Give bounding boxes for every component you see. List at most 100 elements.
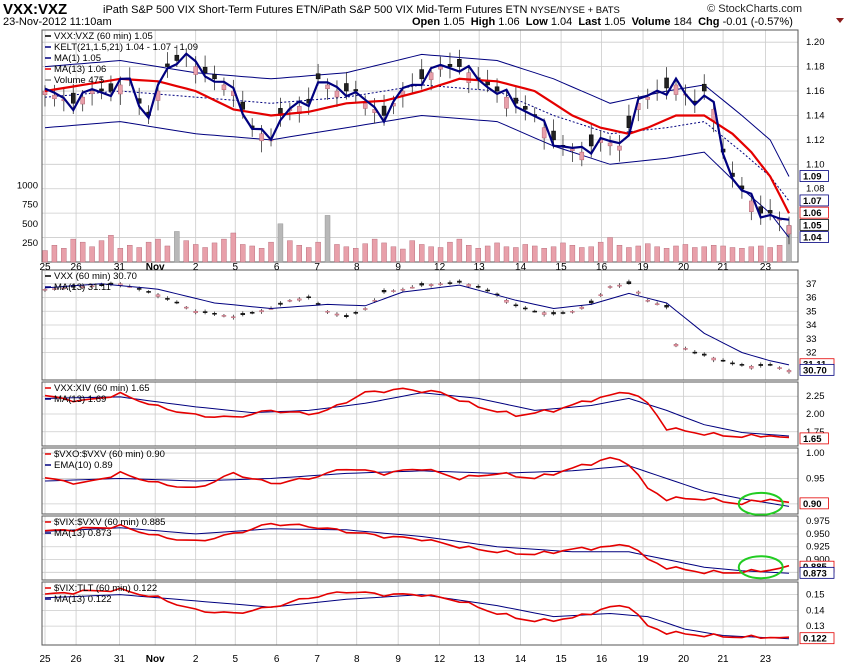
candle-up [325, 84, 330, 90]
volume-bar [296, 244, 302, 263]
panel-frame: 1.75 2.00 2.25 [41, 381, 825, 447]
candle-down [249, 312, 255, 314]
candle-down [692, 351, 698, 354]
open-value: 1.05 [443, 16, 465, 28]
candle-up [786, 225, 792, 235]
candle-up [221, 315, 227, 317]
volume-bar [710, 244, 717, 263]
volume-bar [390, 246, 397, 263]
volume-value: 184 [673, 16, 692, 28]
y-tick-label: 1.75 [806, 427, 825, 438]
x-tick-label-upper: 19 [637, 262, 649, 273]
value-tag-box [799, 206, 829, 219]
keltner-middle-line [44, 84, 790, 202]
volume-bar [353, 248, 359, 263]
candle-down [588, 134, 594, 147]
ma1-line [44, 52, 790, 221]
value-tag: 1.07 [803, 196, 822, 207]
candle-down [457, 280, 462, 283]
y-tick-label: 0.14 [806, 605, 825, 616]
candle-up [683, 348, 688, 350]
candle-down [447, 282, 453, 284]
ratio-line [44, 587, 790, 640]
legend-entry: MA(13) 0.873 [54, 528, 112, 539]
volume-bar [532, 245, 538, 263]
volume-bar [287, 240, 293, 263]
volume-bar [371, 238, 378, 263]
legend-entry: MA(13) 1.69 [54, 394, 106, 405]
x-tick-label-upper: 26 [71, 262, 83, 273]
candle-up [749, 200, 754, 213]
dropdown-triangle-icon[interactable] [836, 18, 844, 23]
candle-up [711, 357, 716, 361]
candle-down [730, 362, 735, 365]
x-tick-label: 5 [232, 654, 238, 665]
open-label: Open [412, 16, 441, 28]
candle-down [212, 74, 217, 80]
candle-up [541, 312, 547, 315]
y-tick-label: 0.950 [806, 529, 830, 540]
volume-bar [409, 240, 415, 263]
candle-down [202, 66, 208, 73]
candle-down [485, 81, 490, 86]
candle-down [513, 304, 519, 307]
y-tick-label: 37 [806, 279, 817, 290]
candle-up [579, 306, 585, 309]
y-tick-label: 2.25 [806, 391, 825, 402]
candle-down [353, 89, 359, 92]
ratio-line [44, 456, 790, 506]
candle-down [146, 291, 151, 293]
volume-bar [249, 245, 255, 263]
x-tick-label-upper: 31 [114, 262, 126, 273]
volume-bar [89, 246, 95, 263]
volume-bar [503, 246, 510, 263]
right-value-labels: 0.8850.873 [799, 560, 835, 579]
candle-down [767, 210, 773, 214]
volume-bar [61, 248, 67, 263]
volume-bar [70, 238, 76, 263]
candle-down [457, 59, 462, 67]
candle-down [353, 312, 359, 314]
x-tick-label: 31 [114, 654, 126, 665]
volume-bar [240, 244, 246, 263]
legend-entry: MA(13) 31.11 [54, 282, 111, 293]
volume-bar [174, 231, 180, 263]
x-tick-label: 25 [39, 654, 51, 665]
volume-bar [475, 248, 481, 263]
candle-down [447, 64, 453, 67]
candle-down [551, 130, 556, 141]
x-tick-label-upper: 16 [596, 262, 608, 273]
x-tick-label-upper: 8 [354, 262, 360, 273]
volume-bar [635, 245, 642, 263]
candle-down [758, 364, 763, 366]
volume-bar [258, 248, 265, 263]
y-tick-label: 1.12 [806, 135, 825, 146]
x-tick-label-upper: 15 [556, 262, 568, 273]
legend-entry: KELT(21,1.5,21) 1.04 - 1.07 - 1.09 [54, 42, 198, 53]
candle-down [523, 106, 528, 110]
value-tag-box [799, 566, 835, 579]
candle-down [381, 105, 387, 116]
right-value-labels: 0.90 [799, 497, 829, 510]
chg-label: Chg [698, 16, 720, 28]
x-tick-label-upper: 13 [474, 262, 486, 273]
candle-down [720, 359, 726, 362]
x-tick-label-upper: 25 [39, 262, 51, 273]
volume-bar [739, 248, 745, 263]
volume-bar [164, 245, 171, 263]
stockcharts-logo[interactable]: © StockCharts.com [707, 3, 802, 15]
volume-bar [748, 246, 755, 263]
volume-bar [277, 223, 284, 263]
volume-bar [447, 241, 453, 263]
candle-down [99, 284, 104, 286]
description-text: iPath S&P 500 VIX Short-Term Futures ETN… [103, 4, 528, 16]
chg-value: -0.01 (-0.57%) [722, 16, 793, 28]
candle-up [570, 311, 575, 313]
value-tag-box [799, 218, 829, 231]
candle-up [504, 96, 509, 109]
candle-down [626, 281, 632, 284]
volume-bar [597, 241, 604, 263]
volume-tick-label: 750 [22, 200, 38, 211]
candle-down [212, 312, 217, 315]
